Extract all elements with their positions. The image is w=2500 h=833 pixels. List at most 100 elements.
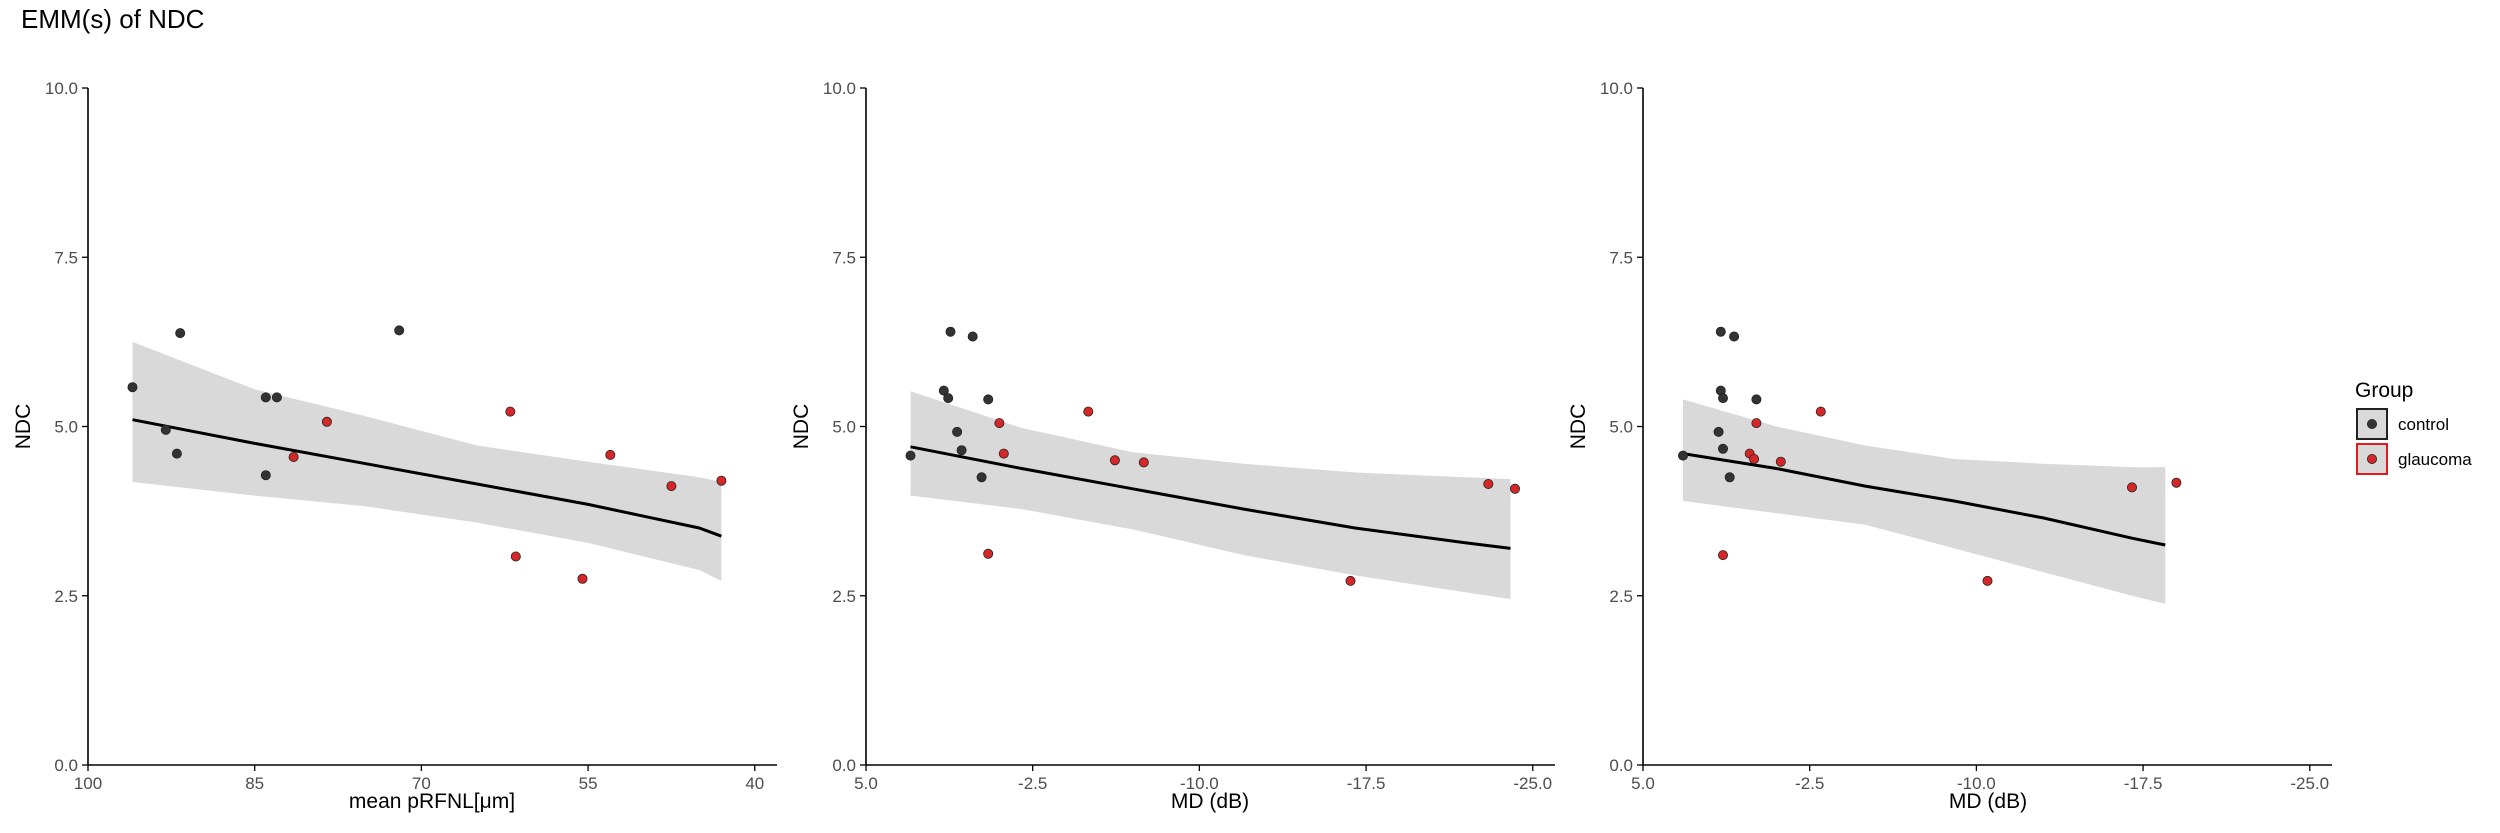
fit-line: [910, 445, 1511, 550]
y-tick-label: 10.0: [823, 79, 856, 98]
y-tick-label: 7.5: [1609, 248, 1633, 267]
data-point-control: [175, 328, 186, 339]
y-tick-label: 0.0: [54, 756, 78, 775]
legend: Group control glaucoma: [2355, 379, 2472, 475]
y-tick-label: 10.0: [1600, 79, 1633, 98]
data-point-glaucoma: [716, 475, 727, 486]
data-point-glaucoma: [1510, 483, 1521, 494]
data-point-glaucoma: [510, 551, 521, 562]
x-tick-label: 5.0: [1631, 774, 1655, 793]
data-point-control: [905, 450, 916, 461]
data-point-control: [171, 448, 182, 459]
x-tick-label: 5.0: [854, 774, 878, 793]
fit-line: [1682, 452, 2166, 547]
confidence-band: [1683, 399, 2166, 604]
x-tick-label: -25.0: [2290, 774, 2329, 793]
fit-line: [132, 418, 722, 538]
data-point-glaucoma: [1815, 406, 1826, 417]
x-tick-label: -2.5: [1018, 774, 1047, 793]
figure-title: EMM(s) of NDC: [21, 4, 205, 34]
data-point-control: [394, 325, 405, 336]
legend-label-control: control: [2398, 415, 2449, 434]
y-tick-label: 7.5: [54, 248, 78, 267]
data-point-control: [956, 445, 967, 456]
panel-1: 0.0 2.5 5.0 7.5 10.0 100 85 70 55 40 mean pRFNL[μm…: [12, 79, 777, 813]
data-point-glaucoma: [1718, 550, 1729, 561]
data-point-glaucoma: [288, 451, 299, 462]
y-tick-label: 10.0: [45, 79, 78, 98]
x-tick-label: -10.0: [1180, 774, 1219, 793]
y-axis-label: NDC: [12, 404, 35, 450]
data-point-control: [1724, 472, 1735, 483]
data-point-glaucoma: [1751, 418, 1762, 429]
data-point-control: [1718, 393, 1729, 404]
data-point-glaucoma: [505, 406, 516, 417]
x-tick-label: -25.0: [1513, 774, 1552, 793]
x-tick-label: 70: [412, 774, 431, 793]
data-point-control: [1713, 426, 1724, 437]
data-point-glaucoma: [1749, 453, 1760, 464]
y-axis-label: NDC: [790, 404, 813, 450]
data-point-control: [943, 393, 954, 404]
confidence-band: [132, 341, 722, 581]
confidence-band: [910, 391, 1511, 600]
y-tick-label: 0.0: [1609, 756, 1633, 775]
x-tick-label: -10.0: [1957, 774, 1996, 793]
data-point-glaucoma: [1138, 457, 1149, 468]
x-tick-label: -17.5: [1347, 774, 1386, 793]
data-point-control: [160, 424, 171, 435]
data-point-control: [1715, 326, 1726, 337]
x-tick-label: 40: [745, 774, 764, 793]
x-tick-label: 100: [74, 774, 102, 793]
data-point-control: [127, 382, 138, 393]
y-tick-label: 0.0: [832, 756, 856, 775]
data-point-control: [260, 392, 271, 403]
y-tick-label: 2.5: [832, 587, 856, 606]
legend-marker-control: [2366, 418, 2377, 429]
data-point-glaucoma: [2171, 477, 2182, 488]
y-tick-label: 7.5: [832, 248, 856, 267]
y-tick-label: 2.5: [54, 587, 78, 606]
y-tick-label: 5.0: [1609, 418, 1633, 437]
legend-label-glaucoma: glaucoma: [2398, 450, 2472, 469]
x-tick-label: -2.5: [1795, 774, 1824, 793]
x-tick-label: 55: [579, 774, 598, 793]
legend-title: Group: [2355, 379, 2413, 402]
data-point-control: [1678, 450, 1689, 461]
data-point-glaucoma: [321, 416, 332, 427]
y-axis-label: NDC: [1567, 404, 1590, 450]
panel-2: 0.0 2.5 5.0 7.5 10.0 5.0 -2.5 -10.0 -17.5 -25.0 MD…: [790, 79, 1555, 813]
data-point-control: [945, 326, 956, 337]
x-axis-label: mean pRFNL[μm]: [349, 790, 515, 813]
x-tick-label: -17.5: [2124, 774, 2163, 793]
panel-3: 0.0 2.5 5.0 7.5 10.0 5.0 -2.5 -10.0 -17.5 -25.0 MD…: [1567, 79, 2332, 813]
data-point-glaucoma: [605, 449, 616, 460]
data-point-control: [967, 331, 978, 342]
y-tick-label: 2.5: [1609, 587, 1633, 606]
data-point-glaucoma: [994, 418, 1005, 429]
x-axis-label: MD (dB): [1949, 790, 2027, 813]
data-point-control: [1729, 331, 1740, 342]
x-axis-label: MD (dB): [1171, 790, 1249, 813]
legend-marker-glaucoma: [2366, 453, 2377, 464]
data-point-control: [952, 426, 963, 437]
data-point-glaucoma: [1775, 456, 1786, 467]
data-point-glaucoma: [1483, 478, 1494, 489]
data-point-glaucoma: [983, 548, 994, 559]
data-point-glaucoma: [1345, 575, 1356, 586]
data-point-glaucoma: [1083, 406, 1094, 417]
data-point-control: [983, 394, 994, 405]
data-point-control: [1718, 443, 1729, 454]
data-point-control: [271, 392, 282, 403]
data-point-control: [260, 470, 271, 481]
legend-key-control: [2356, 408, 2388, 440]
data-point-glaucoma: [577, 573, 588, 584]
data-point-glaucoma: [1109, 455, 1120, 466]
data-point-glaucoma: [998, 448, 1009, 459]
data-point-control: [976, 472, 987, 483]
data-point-glaucoma: [1982, 575, 1993, 586]
data-point-glaucoma: [666, 481, 677, 492]
data-point-control: [1751, 394, 1762, 405]
y-tick-label: 5.0: [832, 418, 856, 437]
